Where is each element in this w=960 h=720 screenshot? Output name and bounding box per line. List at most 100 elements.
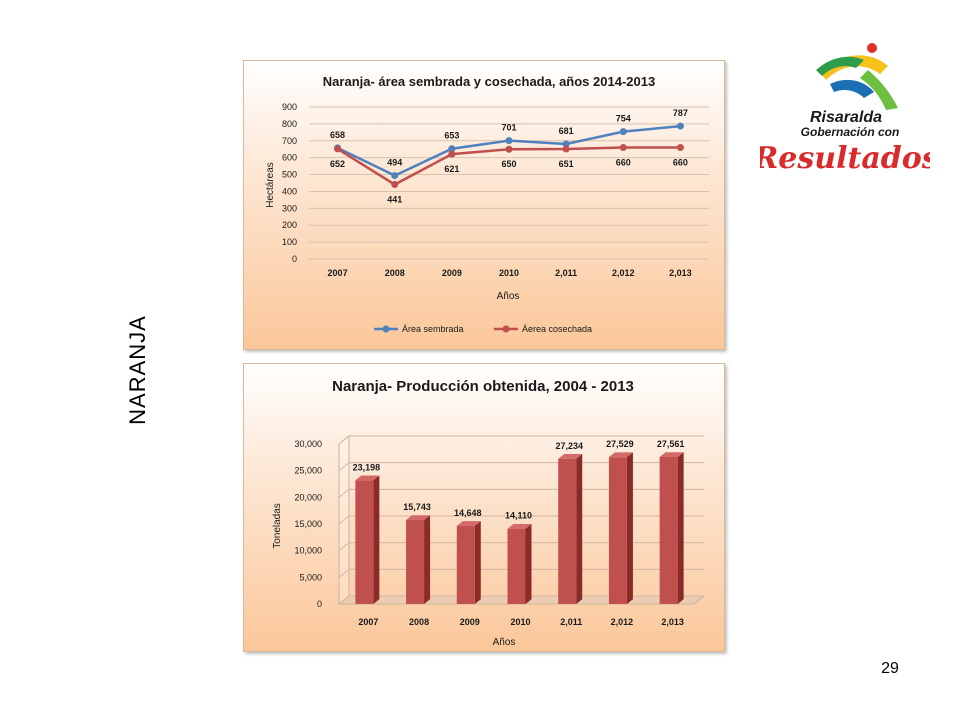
chart2-ylabel: Toneladas [272,503,283,549]
data-label: 14,648 [454,508,482,518]
data-label: 14,110 [505,511,532,521]
y-tick-label: 0 [317,599,322,609]
bar-top [355,475,380,481]
chart2-title: Naranja- Producción obtenida, 2004 - 201… [332,378,634,395]
data-label: 701 [501,123,516,133]
legend-label: Áerea cosechada [522,324,592,334]
logo-swoosh-green [816,56,864,76]
chart1-xlabel: Años [497,291,520,302]
logo-swoosh-lightgreen [860,70,898,110]
bar-top [659,452,684,458]
y-tick-label: 0 [292,254,297,264]
x-tick-label: 2010 [510,617,530,627]
data-label: 658 [330,130,345,140]
side-title-text: NARANJA [125,315,150,425]
data-point [562,145,570,153]
bar [659,452,684,604]
bar-side [424,515,431,604]
y-tick-label: 15,000 [294,519,322,529]
data-label: 660 [616,158,631,168]
gridline [338,462,704,472]
logo-line1: Risaralda [810,109,882,126]
gridline [338,488,704,498]
x-tick-label: 2009 [460,617,480,627]
page-number: 29 [881,660,899,677]
bar-side [474,521,481,604]
gridline [338,435,704,445]
bar-top [406,515,431,521]
data-point [676,122,684,130]
bar [608,452,633,604]
data-label: 621 [444,164,459,174]
bar-top [456,521,481,526]
logo-line2: Gobernación con [801,125,900,139]
risaralda-logo: Risaralda Gobernación con Resultados [752,40,939,180]
data-label: 681 [559,126,574,136]
legend-label: Área sembrada [402,324,464,334]
x-tick-label: 2,011 [555,268,577,278]
x-tick-label: 2008 [409,617,429,627]
logo-line3: Resultados [760,141,930,176]
logo-swoosh-blue [830,79,874,98]
chart1-ylabel: Hectáreas [265,162,276,208]
y-tick-label: 300 [282,203,297,213]
gridline [338,595,704,605]
y-tick-label: 900 [282,102,297,112]
x-tick-label: 2010 [499,268,519,278]
data-label: 787 [673,108,688,118]
x-tick-label: 2007 [328,268,348,278]
data-label: 660 [673,158,688,168]
y-tick-label: 10,000 [294,546,322,556]
data-label: 754 [616,114,631,124]
y-tick-label: 20,000 [294,492,322,502]
bar-front [355,480,374,604]
data-label: 441 [387,195,402,205]
x-tick-label: 2,011 [560,617,582,627]
bar-front [608,457,627,604]
line-chart-area: Naranja- área sembrada y cosechada, años… [243,60,725,350]
data-label: 23,198 [353,462,381,472]
bar-top [558,453,583,459]
bar [507,523,532,604]
bar-chart-svg: Naranja- Producción obtenida, 2004 - 201… [272,378,706,648]
bar-side [525,523,532,604]
bar [456,521,481,604]
bar [558,453,583,604]
data-label: 494 [387,158,402,168]
data-point [334,145,342,153]
logo-graphic: Risaralda Gobernación con Resultados [752,43,939,176]
bar-top [507,523,532,529]
y-tick-label: 800 [282,119,297,129]
data-label: 15,743 [403,502,431,512]
bar-front [406,520,425,604]
data-label: 27,561 [657,439,685,449]
bar-side [626,452,633,604]
data-point [505,145,513,153]
bar-front [507,528,526,604]
gridline [338,515,704,525]
chart2-xlabel: Años [493,637,516,648]
y-tick-label: 100 [282,237,297,247]
x-tick-label: 2,013 [661,617,684,627]
data-label: 650 [501,159,516,169]
data-point [448,150,456,158]
x-tick-label: 2,013 [669,268,692,278]
bar-chart-area: Naranja- Producción obtenida, 2004 - 201… [243,363,725,652]
side-title: NARANJA [118,300,158,440]
legend-marker [382,325,390,333]
bar-side [576,453,583,604]
logo-dot [867,43,877,53]
bar-top [608,452,633,458]
gridline [338,542,704,552]
y-tick-label: 400 [282,186,297,196]
data-point [391,181,399,189]
x-tick-label: 2008 [385,268,405,278]
x-tick-label: 2,012 [611,617,634,627]
x-tick-label: 2009 [442,268,462,278]
y-tick-label: 5,000 [299,572,322,582]
bar-side [677,452,684,604]
bar [355,475,380,604]
data-point [448,145,456,153]
data-point [676,144,684,152]
chart1-title: Naranja- área sembrada y cosechada, años… [323,74,655,89]
